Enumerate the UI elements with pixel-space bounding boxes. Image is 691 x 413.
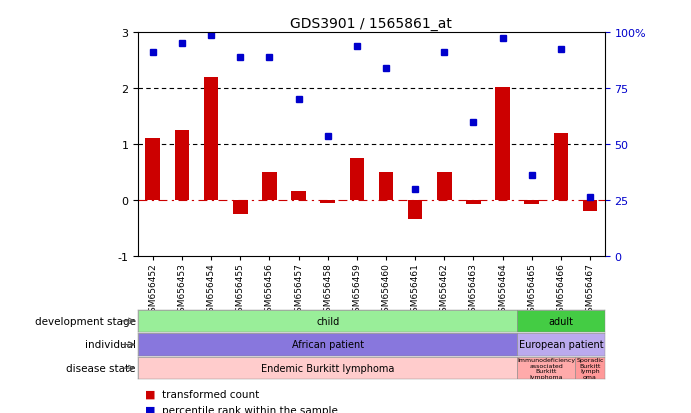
Text: Endemic Burkitt lymphoma: Endemic Burkitt lymphoma (261, 363, 395, 373)
Text: ■: ■ (145, 405, 155, 413)
Text: disease state: disease state (66, 363, 136, 373)
Bar (495, 88, 510, 200)
Text: child: child (316, 316, 339, 326)
Bar (553, 133, 568, 200)
Bar (517, 310, 605, 332)
Bar (204, 78, 218, 200)
Text: Sporadic
Burkitt
lymph
oma: Sporadic Burkitt lymph oma (576, 357, 604, 380)
Bar (146, 139, 160, 200)
Bar (466, 200, 481, 205)
Bar (408, 200, 422, 220)
Bar (524, 200, 539, 205)
Text: African patient: African patient (292, 339, 363, 350)
Bar (517, 333, 605, 356)
Text: percentile rank within the sample: percentile rank within the sample (162, 405, 339, 413)
Text: adult: adult (549, 316, 574, 326)
Bar (262, 173, 276, 200)
Bar (138, 310, 517, 332)
Text: individual: individual (85, 339, 136, 350)
Bar (517, 357, 576, 380)
Text: Immunodeficiency
associated
Burkitt
lymphoma: Immunodeficiency associated Burkitt lymp… (518, 357, 576, 380)
Text: development stage: development stage (35, 316, 136, 326)
Text: transformed count: transformed count (162, 389, 260, 399)
Bar (379, 173, 393, 200)
Bar (437, 173, 452, 200)
Bar (138, 357, 517, 380)
Bar (291, 192, 306, 200)
Bar (138, 333, 517, 356)
Bar (321, 200, 335, 203)
Bar (175, 131, 189, 200)
Text: European patient: European patient (518, 339, 603, 350)
Bar (583, 200, 597, 211)
Bar (233, 200, 247, 214)
Title: GDS3901 / 1565861_at: GDS3901 / 1565861_at (290, 17, 453, 31)
Text: ■: ■ (145, 389, 155, 399)
Bar (576, 357, 605, 380)
Bar (350, 159, 364, 200)
